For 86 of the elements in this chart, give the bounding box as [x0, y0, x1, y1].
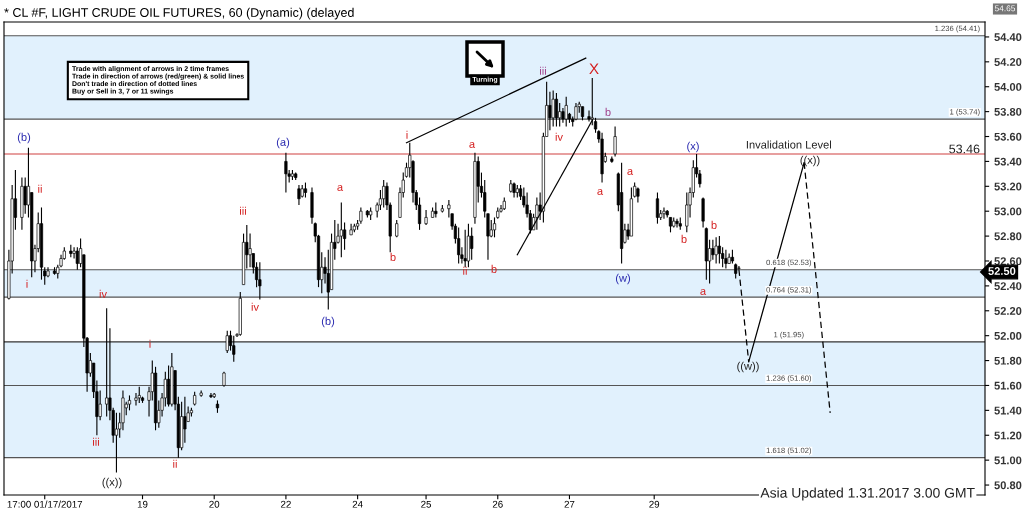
y-tick-label: 52.20 — [994, 307, 1022, 315]
annotation: iii — [240, 206, 246, 215]
candlestick — [339, 201, 343, 258]
candlestick — [613, 126, 617, 157]
annotation: ((x)) — [102, 477, 122, 489]
candlestick — [463, 229, 467, 268]
x-tick-label: 29 — [649, 500, 660, 508]
candlestick — [382, 179, 386, 209]
candlestick — [470, 226, 474, 261]
annotation: ii — [38, 184, 42, 193]
annotation: iii — [93, 437, 99, 446]
candlestick — [714, 236, 718, 265]
y-tick-label: 52.00 — [994, 331, 1022, 340]
annotation: (w) — [615, 273, 631, 285]
annotation: i — [149, 339, 151, 348]
annotation: ii — [173, 459, 177, 468]
candlestick — [457, 226, 461, 265]
annotation: (b) — [321, 316, 335, 328]
candlestick — [114, 412, 119, 474]
annotation: (b) — [17, 132, 31, 144]
candlestick — [75, 246, 79, 271]
candlestick — [105, 307, 109, 418]
y-tick-label: 53.20 — [994, 182, 1022, 191]
candlestick — [551, 89, 555, 128]
annotation: a — [597, 188, 604, 195]
candlestick — [424, 209, 428, 226]
annotation: (a) — [276, 137, 290, 149]
annotation: iv — [99, 289, 107, 298]
candlestick — [717, 235, 721, 265]
candlestick — [225, 330, 229, 354]
y-tick-label: 51.20 — [994, 431, 1022, 440]
y-tick-label: 50.80 — [994, 481, 1022, 490]
candlestick — [701, 196, 705, 228]
text: 54.65 — [994, 5, 1016, 12]
annotation: a — [469, 141, 476, 148]
x-tick-label: 20 — [209, 500, 220, 508]
candlestick — [685, 191, 689, 233]
candlestick — [248, 233, 252, 268]
y-tick-label: 52.80 — [994, 232, 1022, 241]
annotation: i — [406, 130, 408, 139]
x-tick-label: 19 — [137, 500, 148, 508]
annotation: iii — [540, 66, 546, 75]
candlestick — [232, 335, 236, 363]
y-tick-label: 53.00 — [994, 207, 1022, 216]
candlestick — [711, 239, 715, 261]
y-tick-label: 52.40 — [994, 282, 1022, 291]
y-tick-label: 51.00 — [994, 456, 1022, 465]
annotation: iv — [251, 302, 259, 311]
y-tick-label: 54.00 — [994, 82, 1022, 91]
candlestick — [23, 177, 27, 215]
text: 52.50 — [988, 267, 1016, 275]
y-tick-label: 51.60 — [994, 381, 1022, 390]
y-tick-label: 51.40 — [994, 406, 1022, 415]
x-tick-label: 24 — [352, 500, 363, 508]
y-tick-label: 52.60 — [994, 257, 1022, 266]
annotation: b — [605, 107, 611, 116]
annotation: 53.46 — [949, 144, 980, 154]
x-tick-label: 17:00 01/17/2017 — [7, 500, 83, 508]
y-tick-label: 53.60 — [994, 132, 1022, 141]
annotation: i — [26, 279, 28, 288]
annotation: Asia Updated 1.31.2017 3.00 GMT — [760, 487, 975, 501]
ref-line-label: Invalidation Level — [746, 140, 831, 149]
annotation: a — [337, 184, 344, 191]
annotation: ((w)) — [737, 361, 759, 373]
annotation: b — [711, 220, 717, 229]
annotation: b — [681, 234, 687, 243]
y-tick-label: 51.80 — [994, 356, 1022, 365]
annotation: X — [589, 63, 599, 74]
annotation: a — [627, 168, 634, 175]
annotation: ((x)) — [800, 155, 820, 167]
candlestick — [554, 92, 558, 128]
annotation: iv — [555, 132, 563, 141]
chart-title: * CL #F, LIGHT CRUDE OIL FUTURES, 60 (Dynamic) (delayed — [4, 7, 354, 20]
y-tick-label: 53.80 — [994, 107, 1022, 116]
candlestick — [258, 261, 262, 301]
y-tick-label: 53.40 — [994, 157, 1022, 166]
annotation: a — [700, 288, 707, 295]
x-tick-label: 27 — [564, 500, 575, 508]
x-tick-label: 22 — [281, 500, 291, 508]
x-tick-label: 26 — [492, 500, 503, 508]
y-tick-label: 54.40 — [994, 33, 1022, 42]
annotation: ii — [463, 266, 467, 275]
y-tick-label: 54.20 — [994, 58, 1022, 66]
annotation: (x) — [687, 141, 699, 153]
x-tick-label: 25 — [421, 500, 432, 508]
annotation: b — [390, 252, 396, 261]
